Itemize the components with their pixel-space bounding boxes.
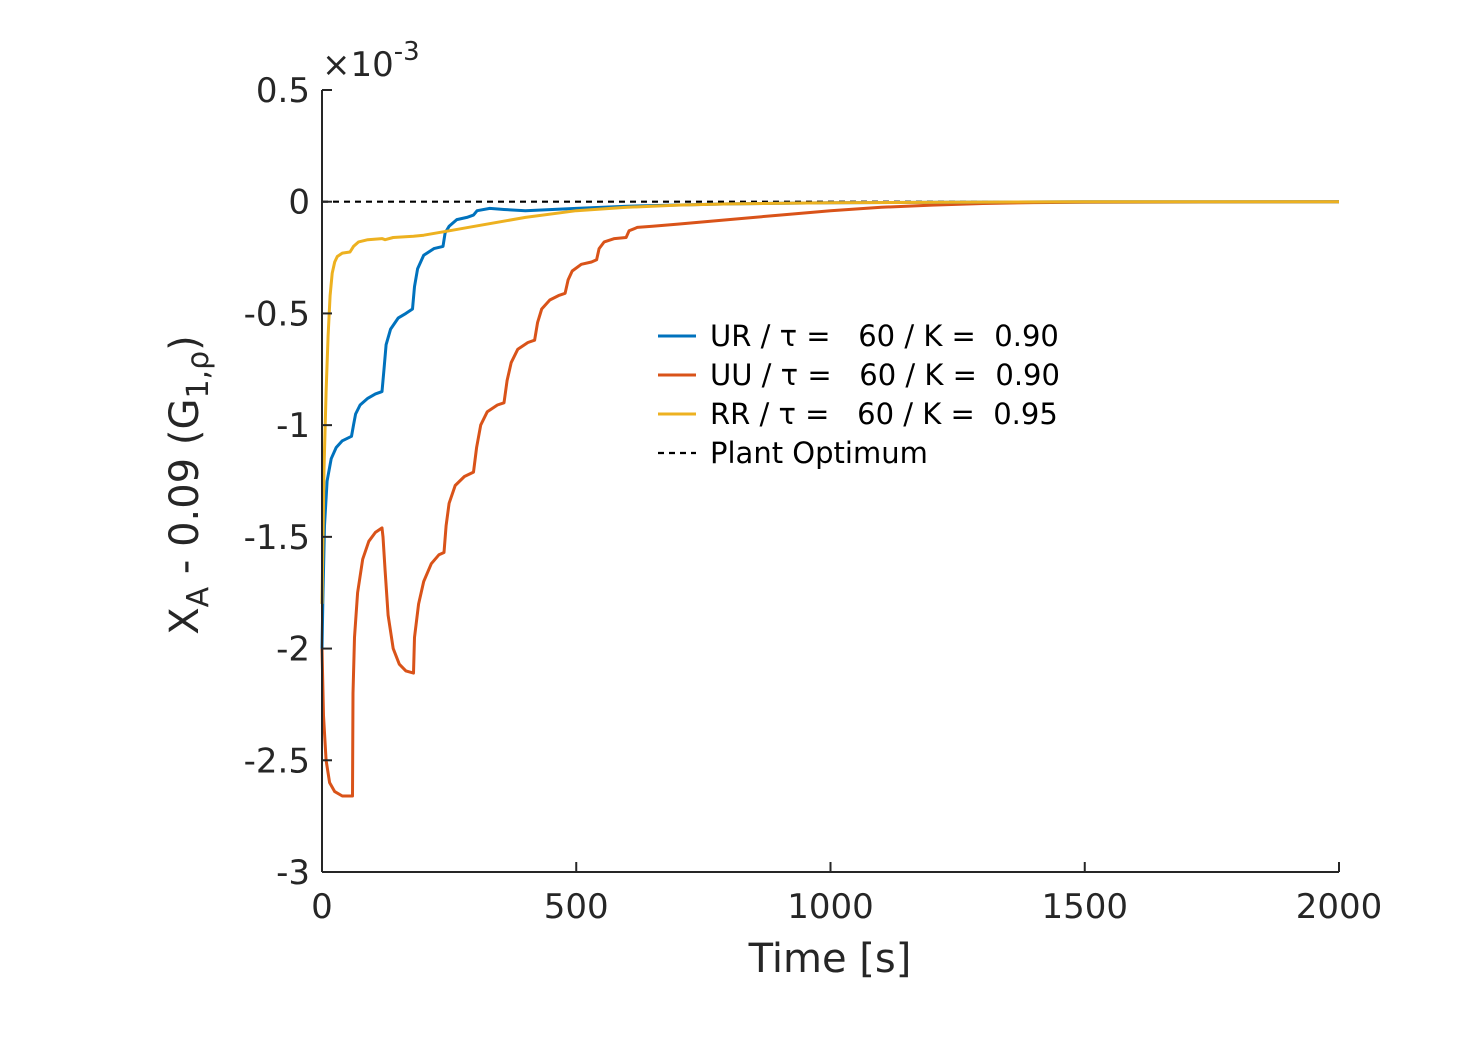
y-label-end: ): [162, 335, 208, 351]
y-tick-label: 0: [288, 183, 310, 223]
y-tick-label: -2: [276, 630, 310, 670]
x-tick-label: 0: [311, 887, 333, 927]
legend-label-0: UR / τ = 60 / K = 0.90: [710, 319, 1059, 353]
y-tick-label: -0.5: [244, 294, 310, 334]
legend-label-3: Plant Optimum: [710, 436, 928, 470]
exponent-base: ×10: [322, 45, 394, 85]
y-tick-label: 0.5: [256, 71, 310, 111]
ticks-layer: 0 500 1000 1500 2000 0.5 0 -0.5 -1 -1.5 -2 -2.5 -3: [244, 71, 1383, 927]
series-line-0: [320, 200, 1339, 649]
x-tick-label: 1000: [787, 887, 874, 927]
y-label-mid: - 0.09 (G: [162, 399, 208, 587]
y-label-sub: A: [181, 586, 216, 607]
y-tick-label: -1.5: [244, 518, 310, 558]
exponent-label: ×10-3: [322, 37, 420, 85]
y-label-main: X: [162, 607, 208, 634]
x-axis-label: Time [s]: [748, 936, 912, 982]
series-layer: [320, 200, 1340, 798]
series-line-1: [320, 200, 1340, 798]
legend-label-1: UU / τ = 60 / K = 0.90: [710, 358, 1060, 392]
y-label-sub2: 1,ρ: [181, 351, 216, 399]
legend-label-2: RR / τ = 60 / K = 0.95: [710, 397, 1058, 431]
y-axis-label: XA - 0.09 (G1,ρ): [162, 335, 216, 634]
x-tick-label: 1500: [1041, 887, 1128, 927]
exponent-power: -3: [394, 37, 420, 67]
legend: UR / τ = 60 / K = 0.90 UU / τ = 60 / K = …: [658, 319, 1060, 470]
y-tick-label: -1: [276, 406, 310, 446]
y-tick-label: -3: [276, 853, 310, 893]
x-tick-label: 500: [544, 887, 609, 927]
series-line-2: [320, 200, 1339, 604]
x-tick-label: 2000: [1296, 887, 1383, 927]
y-tick-label: -2.5: [244, 741, 310, 781]
